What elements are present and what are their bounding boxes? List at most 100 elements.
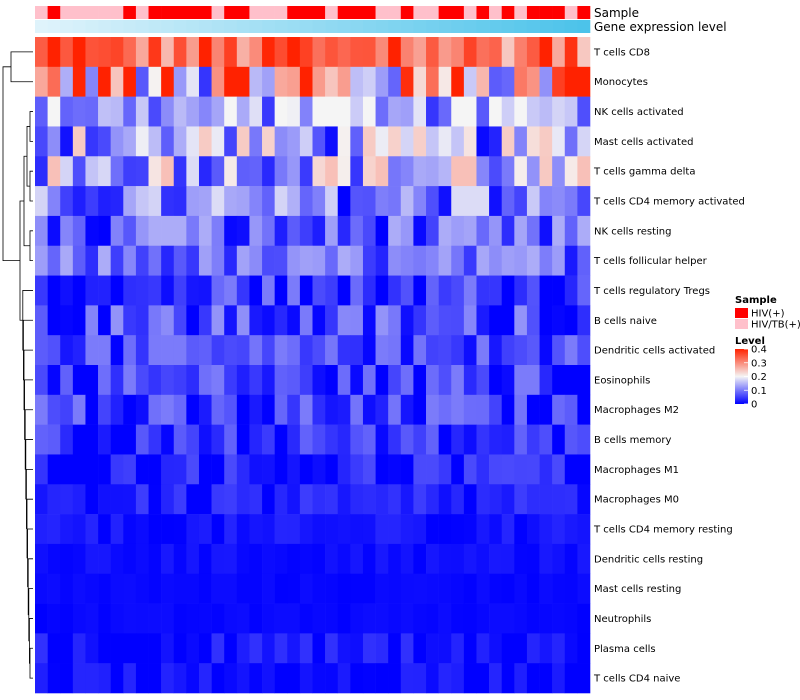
heatmap-cell (72, 245, 86, 276)
heatmap-cell (299, 126, 313, 157)
sample-annotation-cell (539, 6, 553, 19)
row-label: NK cells activated (594, 107, 684, 118)
heatmap-cell (400, 514, 414, 545)
legend-sample-entries: HIV(+)HIV/TB(+) (735, 308, 800, 331)
heatmap-cell (426, 186, 439, 217)
heatmap-cell (47, 573, 61, 604)
sample-annotation-cell (249, 6, 263, 19)
heatmap-cell (476, 275, 490, 306)
heatmap-cell (47, 66, 61, 97)
heatmap-cell (211, 573, 225, 604)
row-label: Mast cells activated (594, 137, 693, 148)
heatmap-cell (198, 186, 212, 217)
heatmap-cell (526, 543, 540, 575)
heatmap-cell (211, 365, 225, 396)
heatmap-cell (400, 394, 414, 425)
heatmap-cell (148, 454, 162, 485)
heatmap-cell (110, 484, 124, 515)
heatmap-cell (526, 245, 540, 276)
heatmap-cell (325, 573, 339, 604)
heatmap-cell (35, 514, 48, 545)
heatmap-cell (426, 305, 439, 336)
heatmap-cell (463, 245, 477, 276)
heatmap-cell (514, 484, 528, 515)
heatmap-cell (123, 663, 137, 694)
heatmap-cell (350, 424, 364, 455)
heatmap-cell (148, 394, 162, 425)
legend-level-title: Level (735, 336, 765, 347)
sample-annotation-cell (148, 6, 162, 19)
heatmap-cell (514, 126, 528, 157)
heatmap-cell (476, 126, 490, 157)
sample-annotation-cell (287, 6, 301, 19)
heatmap-cell (438, 245, 452, 276)
heatmap-cell (299, 454, 313, 485)
heatmap-cell (198, 365, 212, 396)
gene-expression-annotation-cell (236, 20, 250, 33)
heatmap-cell (135, 454, 149, 485)
heatmap-cell (35, 394, 48, 425)
heatmap-cell (400, 454, 414, 485)
heatmap-cell (451, 66, 465, 97)
row-label: Eosinophils (594, 375, 650, 386)
sample-annotation-cell (123, 6, 137, 19)
heatmap-cell (262, 365, 275, 396)
heatmap-cell (350, 186, 364, 217)
heatmap-cell (249, 156, 263, 187)
sample-annotation-cell (451, 6, 465, 19)
heatmap-cell (413, 603, 427, 634)
heatmap-cell (60, 305, 74, 336)
heatmap-cell (35, 573, 48, 604)
heatmap-cell (501, 454, 515, 485)
heatmap-cell (325, 245, 339, 276)
heatmap-cell (262, 275, 275, 306)
heatmap-cell (287, 215, 301, 247)
heatmap-cell (287, 245, 301, 276)
heatmap-cell (489, 37, 503, 68)
heatmap-cell (249, 603, 263, 634)
heatmap-cell (564, 126, 578, 157)
heatmap-cell (98, 514, 111, 545)
heatmap-cell (564, 424, 578, 455)
heatmap-cell (35, 245, 48, 276)
heatmap-cell (148, 543, 162, 575)
gene-expression-annotation-cell (514, 20, 528, 33)
heatmap-cell (337, 663, 351, 694)
heatmap-cell (173, 156, 187, 187)
heatmap-cell (388, 335, 402, 366)
heatmap-cell (514, 275, 528, 306)
heatmap-cell (224, 365, 238, 396)
gene-expression-annotation-cell (274, 20, 288, 33)
heatmap-cell (501, 245, 515, 276)
heatmap-cell (350, 663, 364, 694)
heatmap-cell (72, 394, 86, 425)
heatmap-cell (501, 514, 515, 545)
heatmap-cell (552, 603, 566, 634)
heatmap-cell (426, 394, 439, 425)
heatmap-cell (501, 96, 515, 127)
heatmap-cell (186, 215, 200, 247)
heatmap-cell (72, 275, 86, 306)
heatmap-cell (577, 305, 591, 336)
heatmap-cell (287, 663, 301, 694)
heatmap-cell (211, 215, 225, 247)
heatmap-cell (577, 215, 591, 247)
heatmap-cell (413, 186, 427, 217)
heatmap-cell (236, 305, 250, 336)
heatmap-cell (299, 514, 313, 545)
heatmap-cell (312, 37, 326, 68)
heatmap-cell (262, 603, 275, 634)
heatmap-cell (526, 573, 540, 604)
heatmap-cell (577, 633, 591, 664)
heatmap-cell (362, 335, 376, 366)
heatmap-cell (413, 573, 427, 604)
heatmap-cell (514, 66, 528, 97)
row-label: Dendritic cells resting (594, 554, 703, 565)
heatmap-cell (148, 484, 162, 515)
heatmap-cell (375, 424, 389, 455)
heatmap-cell (451, 37, 465, 68)
heatmap-cell (224, 126, 238, 157)
heatmap-cell (161, 424, 175, 455)
heatmap-cell (552, 275, 566, 306)
heatmap-cell (236, 663, 250, 694)
